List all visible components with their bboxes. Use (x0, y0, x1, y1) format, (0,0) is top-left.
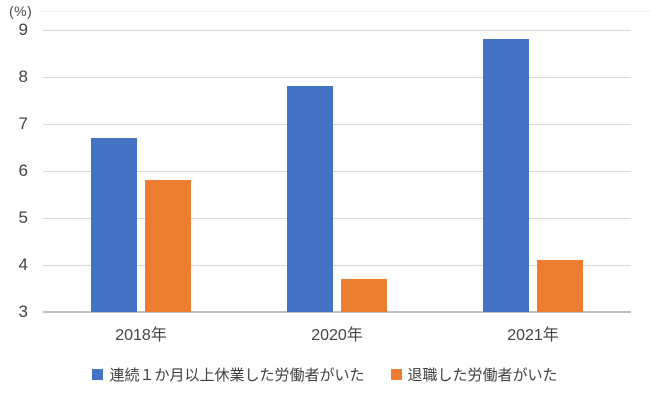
y-axis-tick-label: 6 (18, 161, 28, 180)
bar (483, 39, 529, 312)
bar (537, 260, 583, 312)
gridline (43, 217, 631, 219)
x-axis-label: 2020年 (311, 327, 363, 344)
gridline (43, 76, 631, 78)
bar (341, 279, 387, 312)
y-axis-tick-label: 4 (18, 255, 28, 274)
gridline (43, 264, 631, 266)
gridline (43, 170, 631, 172)
gridline (43, 123, 631, 125)
legend-label: 連続１か月以上休業した労働者がいた (109, 367, 365, 384)
legend-swatch (390, 369, 402, 380)
y-axis-tick-label: 5 (18, 208, 28, 227)
legend-swatch (92, 369, 104, 380)
chart-top-border (40, 11, 650, 12)
legend: 連続１か月以上休業した労働者がいた 退職した労働者がいた (0, 364, 650, 385)
y-axis-tick-label: 7 (18, 114, 28, 133)
gridline (43, 29, 631, 31)
legend-item: 連続１か月以上休業した労働者がいた (92, 364, 365, 385)
legend-item: 退職した労働者がいた (390, 364, 558, 385)
bar (145, 180, 191, 312)
bar (287, 86, 333, 312)
legend-label: 退職した労働者がいた (407, 367, 558, 384)
x-axis-line (43, 311, 631, 313)
y-axis-unit-label: (%) (9, 3, 33, 19)
y-axis-tick-label: 3 (18, 302, 28, 321)
y-axis-tick-label: 9 (18, 20, 28, 39)
bar (91, 138, 137, 312)
x-axis-label: 2018年 (115, 327, 167, 344)
y-axis-tick-label: 8 (18, 67, 28, 86)
x-axis-label: 2021年 (507, 327, 559, 344)
